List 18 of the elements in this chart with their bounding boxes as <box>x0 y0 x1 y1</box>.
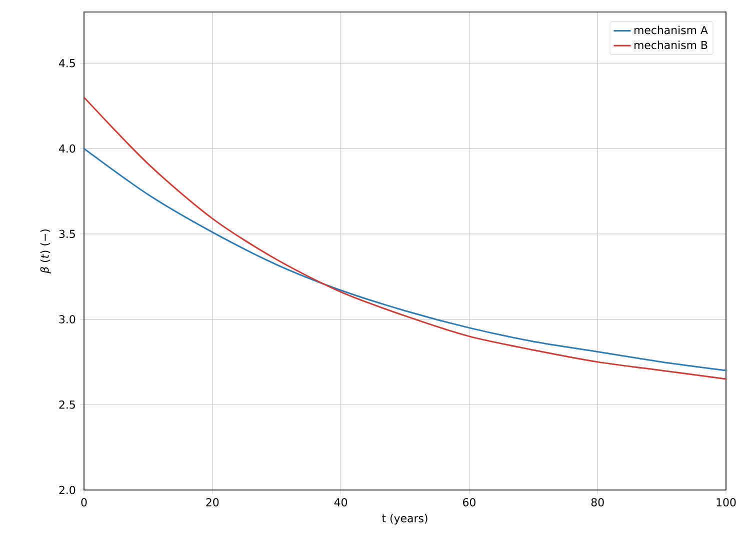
x-tick-label: 100 <box>716 498 736 506</box>
y-tick-label: 2.0 <box>59 486 76 494</box>
y-axis-title: β (t) (−) <box>40 230 51 274</box>
y-tick-label: 4.5 <box>59 59 75 68</box>
y-tick-label: 4.0 <box>59 144 76 153</box>
y-tick-label: 2.5 <box>59 400 75 409</box>
x-tick-label: 0 <box>81 498 87 506</box>
line-series <box>84 148 726 372</box>
x-tick-label: 60 <box>463 498 476 506</box>
x-tick-label: 40 <box>334 498 348 506</box>
y-tick-label: 3.5 <box>59 230 75 238</box>
line-series <box>84 96 726 380</box>
x-axis-title: t (years) <box>382 514 428 524</box>
legend-label: mechanism B <box>634 40 708 50</box>
x-tick-label: 80 <box>591 498 604 506</box>
legend-label: mechanism A <box>634 26 708 34</box>
x-tick-label: 20 <box>206 498 219 506</box>
y-tick-label: 3.0 <box>59 315 76 324</box>
